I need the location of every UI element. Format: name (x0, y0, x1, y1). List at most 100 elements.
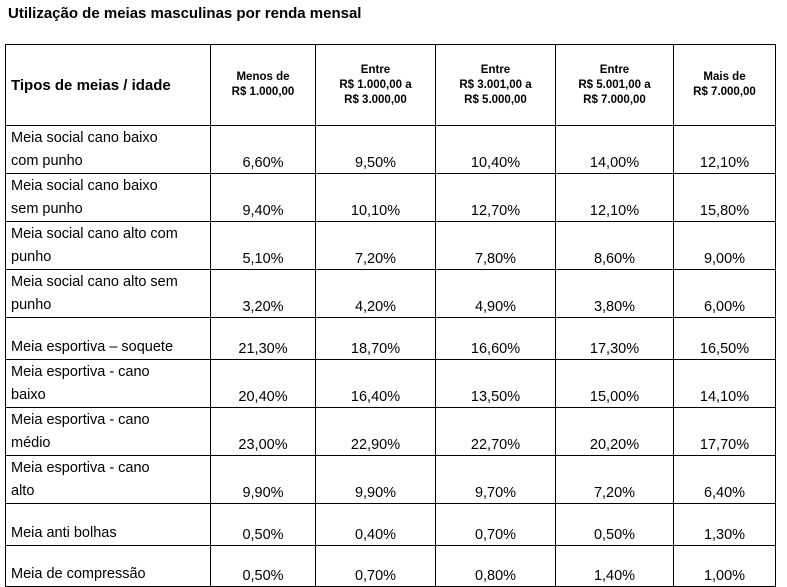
header-line: R$ 3.000,00 (344, 93, 407, 106)
table-row: Meia esportiva - cano médio 23,00% 22,90% 22… (5, 407, 776, 456)
value-cell: 15,80% (673, 173, 776, 222)
header-line: Entre (480, 63, 511, 76)
value-cell: 22,90% (315, 407, 436, 456)
header-line: R$ 7.000,00 (583, 93, 646, 106)
value-cell: 7,80% (435, 221, 556, 270)
header-income-3: Entre R$ 3.001,00 a R$ 5.000,00 (435, 44, 556, 126)
value-cell: 9,50% (315, 125, 436, 174)
row-label-line: Meia esportiva - cano (11, 412, 150, 428)
header-line: Mais de (703, 71, 746, 83)
row-label-line: punho (11, 249, 52, 265)
row-label-line: Meia social cano baixo (11, 130, 158, 146)
value-cell: 12,70% (435, 173, 556, 222)
row-label: Meia social cano baixo com punho (5, 125, 211, 174)
value-cell: 1,30% (673, 503, 776, 546)
row-label: Meia social cano alto com punho (5, 221, 211, 270)
row-label: Meia esportiva - cano alto (5, 455, 211, 504)
value-cell: 9,90% (315, 455, 436, 504)
header-line: Entre (360, 63, 391, 76)
header-income-2: Entre R$ 1.000,00 a R$ 3.000,00 (315, 44, 436, 126)
page-title: Utilização de meias masculinas por renda… (8, 5, 362, 22)
row-label-line: Meia esportiva - cano (11, 364, 150, 380)
value-cell: 0,70% (315, 545, 436, 587)
value-cell: 12,10% (555, 173, 674, 222)
table-row: Meia esportiva – soquete 21,30% 18,70% 16,6… (5, 317, 776, 360)
value-cell: 21,30% (210, 317, 316, 360)
value-cell: 9,90% (210, 455, 316, 504)
row-label-line: Meia de compressão (11, 566, 146, 582)
table-row: Meia social cano alto sem punho 3,20% 4,20%… (5, 269, 776, 318)
table-row: Meia anti bolhas 0,50% 0,40% 0,70% 0,50% 1,30… (5, 503, 776, 546)
value-cell: 4,90% (435, 269, 556, 318)
value-cell: 4,20% (315, 269, 436, 318)
row-label-line: Meia anti bolhas (11, 525, 117, 541)
value-cell: 1,00% (673, 545, 776, 587)
row-label-line: Meia esportiva - cano (11, 460, 150, 476)
header-line: Entre (599, 63, 630, 76)
row-label: Meia esportiva - cano médio (5, 407, 211, 456)
value-cell: 20,40% (210, 359, 316, 408)
row-label: Meia esportiva - cano baixo (5, 359, 211, 408)
value-cell: 14,00% (555, 125, 674, 174)
table-row: Meia social cano baixo com punho 6,60% 9,50… (5, 125, 776, 174)
header-line: R$ 5.001,00 a (578, 78, 651, 91)
value-cell: 6,00% (673, 269, 776, 318)
header-label-column: Tipos de meias / idade (5, 44, 211, 126)
income-usage-table: Tipos de meias / idade Menos de R$ 1.000,0… (5, 44, 776, 587)
header-line: R$ 3.001,00 a (459, 78, 532, 91)
row-label: Meia de compressão (5, 545, 211, 587)
header-row: Tipos de meias / idade Menos de R$ 1.000,0… (5, 44, 776, 126)
header-income-5: Mais de R$ 7.000,00 (673, 44, 776, 126)
row-label-line: punho (11, 297, 52, 313)
value-cell: 0,70% (435, 503, 556, 546)
value-cell: 16,50% (673, 317, 776, 360)
row-label: Meia social cano alto sem punho (5, 269, 211, 318)
value-cell: 8,60% (555, 221, 674, 270)
row-label-line: Meia social cano alto com (11, 226, 178, 242)
header-line: R$ 1.000,00 (231, 86, 295, 98)
value-cell: 10,10% (315, 173, 436, 222)
value-cell: 0,50% (210, 545, 316, 587)
value-cell: 13,50% (435, 359, 556, 408)
value-cell: 18,70% (315, 317, 436, 360)
table-row: Meia esportiva - cano baixo 20,40% 16,40% 13… (5, 359, 776, 408)
value-cell: 9,40% (210, 173, 316, 222)
table-body: Meia social cano baixo com punho 6,60% 9,50… (5, 125, 776, 587)
value-cell: 9,00% (673, 221, 776, 270)
value-cell: 6,60% (210, 125, 316, 174)
table-row: Meia social cano baixo sem punho 9,40% 10,1… (5, 173, 776, 222)
value-cell: 22,70% (435, 407, 556, 456)
row-label-line: com punho (11, 153, 83, 169)
header-line: Menos de (236, 71, 290, 83)
value-cell: 9,70% (435, 455, 556, 504)
value-cell: 3,20% (210, 269, 316, 318)
row-label-line: Meia esportiva – soquete (11, 339, 174, 355)
table-row: Meia de compressão 0,50% 0,70% 0,80% 1,40% 1,… (5, 545, 776, 587)
value-cell: 12,10% (673, 125, 776, 174)
header-income-1: Menos de R$ 1.000,00 (210, 44, 316, 126)
value-cell: 1,40% (555, 545, 674, 587)
header-line: Tipos de meias / idade (11, 76, 171, 94)
value-cell: 17,70% (673, 407, 776, 456)
header-income-4: Entre R$ 5.001,00 a R$ 7.000,00 (555, 44, 674, 126)
value-cell: 16,60% (435, 317, 556, 360)
value-cell: 7,20% (315, 221, 436, 270)
value-cell: 10,40% (435, 125, 556, 174)
value-cell: 14,10% (673, 359, 776, 408)
table-row: Meia esportiva - cano alto 9,90% 9,90% 9,70%… (5, 455, 776, 504)
row-label: Meia social cano baixo sem punho (5, 173, 211, 222)
row-label: Meia esportiva – soquete (5, 317, 211, 360)
row-label-line: Meia social cano baixo (11, 178, 158, 194)
value-cell: 23,00% (210, 407, 316, 456)
value-cell: 20,20% (555, 407, 674, 456)
header-line: R$ 1.000,00 a (339, 78, 412, 91)
row-label-line: alto (11, 483, 35, 499)
header-line: R$ 7.000,00 (693, 86, 756, 98)
row-label: Meia anti bolhas (5, 503, 211, 546)
row-label-line: médio (11, 435, 51, 451)
value-cell: 0,80% (435, 545, 556, 587)
value-cell: 7,20% (555, 455, 674, 504)
table-row: Meia social cano alto com punho 5,10% 7,20%… (5, 221, 776, 270)
value-cell: 0,40% (315, 503, 436, 546)
value-cell: 17,30% (555, 317, 674, 360)
